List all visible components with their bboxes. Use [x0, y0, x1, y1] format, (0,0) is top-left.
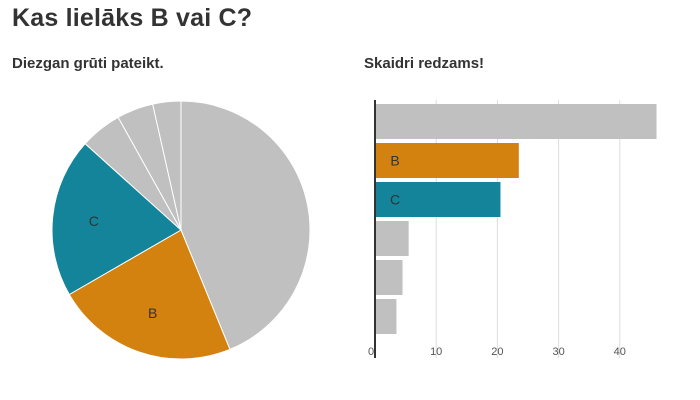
pie-chart-subtitle: Diezgan grūti pateikt. — [12, 55, 164, 72]
x-tick-label: 10 — [430, 346, 442, 358]
pie-slice-label-b: B — [148, 305, 157, 321]
bar-label-b: B — [390, 153, 399, 169]
bar-chart: 0 10 20 30 40 B C — [368, 100, 657, 358]
x-tick-label: 30 — [552, 346, 564, 358]
pie-slice-b — [68, 229, 231, 360]
bar-other-4 — [375, 260, 403, 295]
bar-other-3 — [375, 221, 409, 256]
bar-b — [375, 143, 519, 178]
pie-slice-c — [51, 142, 182, 296]
pie-slice-other-0 — [180, 100, 311, 351]
bar-chart-subtitle: Skaidri redzams! — [364, 55, 485, 72]
x-tick-label: 40 — [614, 346, 626, 358]
bar-label-c: C — [390, 192, 400, 208]
bar-c — [375, 182, 501, 217]
bar-other-0 — [375, 104, 657, 139]
pie-chart: BC — [51, 100, 311, 360]
bar-other-5 — [375, 299, 397, 334]
pie-slice-label-c: C — [89, 213, 99, 229]
x-tick-label: 0 — [368, 346, 374, 358]
chart-title: Kas lielāks B vai C? — [12, 4, 253, 32]
pie-slice-other-5 — [152, 100, 182, 231]
x-tick-label: 20 — [491, 346, 503, 358]
